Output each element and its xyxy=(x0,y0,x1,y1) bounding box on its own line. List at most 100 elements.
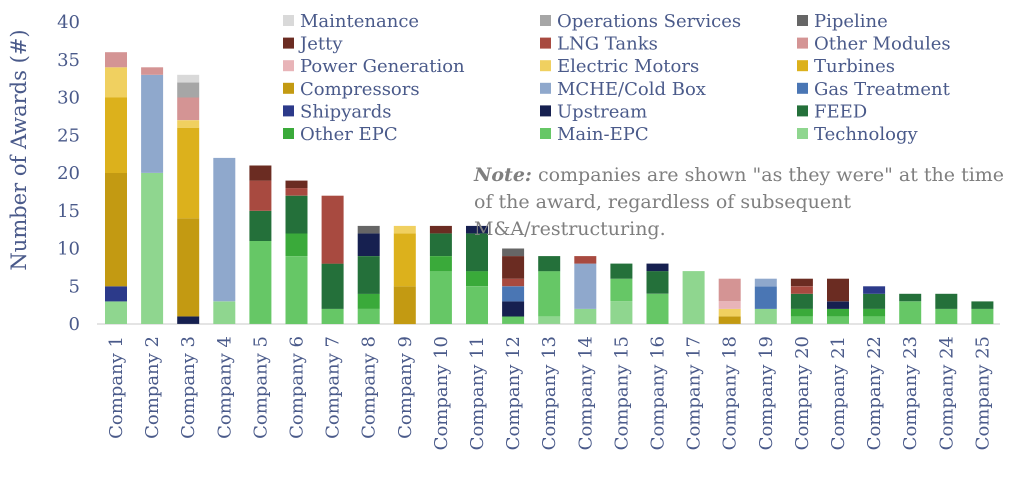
legend-swatch xyxy=(540,82,551,94)
legend-label: Power Generation xyxy=(300,56,465,77)
bar-segment-main-epc xyxy=(249,240,272,324)
bar-segment-main-epc xyxy=(935,308,958,324)
bar-segment-feed xyxy=(249,210,272,241)
bar-segment-jetty xyxy=(827,278,849,302)
chart-note: Note: companies are shown "as they were"… xyxy=(474,162,1014,243)
bar-segment-pipeline xyxy=(357,225,380,234)
bar-segment-jetty xyxy=(502,256,525,279)
bar-segment-gas-treatment xyxy=(502,286,525,302)
bar-segment-main-epc xyxy=(646,293,669,324)
x-tick-label: Company 13 xyxy=(539,336,560,450)
bar-segment-technology xyxy=(538,316,561,324)
bar-segment-lng-tanks xyxy=(285,188,308,196)
x-tick-label: Company 18 xyxy=(720,336,741,450)
legend-label: Technology xyxy=(814,124,918,145)
bar-segment-upstream xyxy=(357,233,380,256)
bar-segment-feed xyxy=(863,293,886,309)
bar-segment-electric-motors xyxy=(177,120,200,128)
y-tick-label: 15 xyxy=(57,201,80,222)
bar-segment-upstream xyxy=(827,301,849,309)
bar-segment-technology xyxy=(105,301,127,324)
bar-segment-technology xyxy=(574,308,597,324)
bar-segment-other-modules xyxy=(718,278,741,302)
bar-segment-jetty xyxy=(249,165,272,181)
y-tick-label: 10 xyxy=(57,239,80,260)
x-tick-label: Company 8 xyxy=(359,336,380,439)
legend-swatch xyxy=(540,37,551,49)
bar-segment-feed xyxy=(429,233,452,256)
bar-segment-technology xyxy=(610,301,633,324)
bar-segment-feed xyxy=(285,195,308,234)
bar-segment-upstream xyxy=(646,263,669,272)
bar-segment-feed xyxy=(357,256,380,294)
x-tick-label: Company 9 xyxy=(395,336,416,439)
bar-segment-feed xyxy=(610,263,633,279)
y-tick-label: 40 xyxy=(57,12,80,33)
x-tick-label: Company 20 xyxy=(792,336,813,450)
y-tick-label: 5 xyxy=(69,276,80,297)
x-tick-label: Company 25 xyxy=(972,336,993,450)
bar-segment-pipeline xyxy=(502,248,525,256)
x-tick-label: Company 14 xyxy=(575,336,596,450)
legend-swatch xyxy=(283,105,294,117)
bar-segment-other-epc xyxy=(357,293,380,309)
legend-label: Compressors xyxy=(300,79,420,100)
bar-segment-feed xyxy=(538,256,561,272)
bar-segment-main-epc xyxy=(827,316,849,324)
x-tick-label: Company 10 xyxy=(431,336,452,450)
x-tick-label: Company 22 xyxy=(864,336,885,450)
legend-swatch xyxy=(540,105,551,117)
legend-label: Maintenance xyxy=(300,11,419,32)
bar-segment-technology xyxy=(754,308,777,324)
x-tick-label: Company 16 xyxy=(648,336,669,450)
bar-segment-main-epc xyxy=(610,278,633,302)
bar-segment-other-epc xyxy=(429,256,452,272)
bar-segment-main-epc xyxy=(538,271,561,317)
legend-swatch xyxy=(540,128,551,139)
bar-segment-main-epc xyxy=(790,316,813,324)
legend-label: MCHE/Cold Box xyxy=(557,79,706,100)
x-tick-label: Company 24 xyxy=(936,336,957,450)
bar-segment-main-epc xyxy=(971,308,994,324)
bar-segment-compressors xyxy=(718,316,741,324)
bar-segment-mche-cold-box xyxy=(141,74,164,173)
legend-swatch xyxy=(283,82,294,94)
bar-segment-maintenance xyxy=(177,74,200,83)
legend-swatch xyxy=(540,15,551,26)
bar-segment-main-epc xyxy=(285,256,308,325)
legend-label: Other Modules xyxy=(814,34,951,55)
x-tick-label: Company 1 xyxy=(106,336,127,439)
x-tick-label: Company 5 xyxy=(250,336,271,439)
bar-segment-other-epc xyxy=(827,308,849,317)
bar-segment-power-generation xyxy=(718,301,741,309)
legend: Maintenance Operations Services Pipeline Je… xyxy=(283,11,951,145)
bar-segment-mche-cold-box xyxy=(754,278,777,287)
bar-segment-main-epc xyxy=(466,286,488,325)
note-text: companies are shown "as they were" at th… xyxy=(474,164,1005,240)
legend-swatch xyxy=(797,60,808,72)
x-tick-label: Company 21 xyxy=(828,336,849,450)
bar-segment-feed xyxy=(971,301,994,309)
x-tick-label: Company 19 xyxy=(756,336,777,450)
legend-label: Electric Motors xyxy=(557,56,699,77)
bar-segment-shipyards xyxy=(863,286,886,294)
bar-segment-lng-tanks xyxy=(574,256,597,264)
legend-swatch xyxy=(283,37,294,49)
legend-swatch xyxy=(797,105,808,117)
bar-segment-lng-tanks xyxy=(249,180,272,211)
y-tick-label: 0 xyxy=(69,314,80,335)
bar-segment-jetty xyxy=(790,278,813,287)
bar-segment-lng-tanks xyxy=(502,278,525,287)
legend-swatch xyxy=(797,37,808,49)
legend-label: Shipyards xyxy=(300,101,391,122)
x-tick-label: Company 11 xyxy=(467,336,488,450)
bar-segment-electric-motors xyxy=(393,225,416,234)
bar-segment-upstream xyxy=(502,301,525,317)
x-tick-label: Company 23 xyxy=(900,336,921,450)
bar-segment-technology xyxy=(682,271,705,324)
legend-label: Turbines xyxy=(814,56,895,77)
bar-segment-lng-tanks xyxy=(790,286,813,294)
bar-segment-compressors xyxy=(393,286,416,325)
y-tick-label: 20 xyxy=(57,163,80,184)
